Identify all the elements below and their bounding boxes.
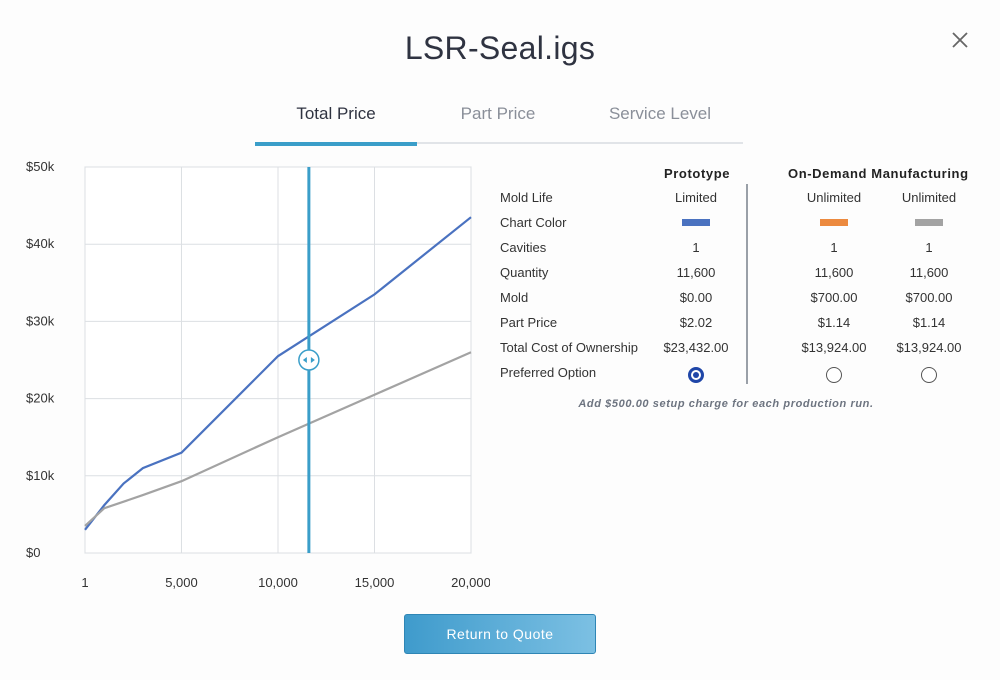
chevron-left-icon bbox=[302, 357, 307, 363]
table-cell: $13,924.00 bbox=[896, 340, 962, 355]
return-to-quote-button[interactable]: Return to Quote bbox=[404, 614, 596, 654]
table-cell: 11,600 bbox=[909, 265, 949, 280]
chart-color-swatch bbox=[820, 219, 848, 226]
y-tick-label: $50k bbox=[26, 159, 55, 174]
table-cell: 11,600 bbox=[814, 265, 854, 280]
y-tick-label: $30k bbox=[26, 313, 55, 328]
table-cell: $1.14 bbox=[912, 315, 946, 330]
tab-total-price[interactable]: Total Price bbox=[255, 94, 417, 146]
row-label: Part Price bbox=[500, 315, 558, 330]
preferred-option-radio[interactable] bbox=[921, 367, 937, 383]
chevron-right-icon bbox=[310, 357, 315, 363]
dialog-title: LSR-Seal.igs bbox=[404, 30, 596, 66]
row-label: Cavities bbox=[500, 240, 547, 255]
x-tick-label: 1 bbox=[81, 575, 88, 590]
table-cell: Unlimited bbox=[806, 190, 862, 205]
tab-part-price[interactable]: Part Price bbox=[460, 104, 536, 123]
setup-charge-note: Add $500.00 setup charge for each produc… bbox=[578, 398, 874, 410]
table-cell: Unlimited bbox=[901, 190, 957, 205]
table-cell: 1 bbox=[692, 240, 700, 255]
chart-color-swatch bbox=[915, 219, 943, 226]
row-label: Preferred Option bbox=[500, 365, 597, 380]
series-line bbox=[84, 216, 472, 531]
x-tick-label: 15,000 bbox=[355, 575, 395, 590]
y-tick-label: $40k bbox=[26, 236, 55, 251]
table-cell: 1 bbox=[925, 240, 933, 255]
preferred-option-radio[interactable] bbox=[688, 367, 704, 383]
table-cell: 11,600 bbox=[676, 265, 716, 280]
table-cell: Limited bbox=[675, 190, 717, 205]
table-cell: $1.14 bbox=[817, 315, 851, 330]
y-tick-label: $10k bbox=[26, 468, 55, 483]
price-comparison-table: Prototype On-Demand Manufacturing Mold L… bbox=[496, 160, 996, 420]
y-tick-label: $0 bbox=[26, 545, 40, 560]
column-divider bbox=[746, 184, 748, 384]
series-line bbox=[84, 351, 472, 527]
table-cell: $2.02 bbox=[679, 315, 713, 330]
row-label: Mold bbox=[500, 290, 529, 305]
table-cell: $13,924.00 bbox=[801, 340, 867, 355]
x-tick-label: 10,000 bbox=[258, 575, 298, 590]
row-label: Mold Life bbox=[500, 190, 553, 205]
tab-service-level[interactable]: Service Level bbox=[608, 104, 712, 123]
x-tick-label: 20,000 bbox=[451, 575, 490, 590]
marker-drag-handle[interactable] bbox=[298, 349, 320, 371]
table-cell: 1 bbox=[830, 240, 838, 255]
chart-color-swatch bbox=[682, 219, 710, 226]
table-cell: $700.00 bbox=[905, 290, 953, 305]
preferred-option-radio[interactable] bbox=[826, 367, 842, 383]
x-tick-label: 5,000 bbox=[165, 575, 198, 590]
close-icon[interactable] bbox=[950, 30, 970, 50]
header-prototype: Prototype bbox=[664, 166, 731, 181]
tab-bar: Total Price Part Price Service Level bbox=[255, 94, 743, 146]
header-on-demand: On-Demand Manufacturing bbox=[788, 166, 969, 181]
y-tick-label: $20k bbox=[26, 391, 55, 406]
row-label: Total Cost of Ownership bbox=[500, 340, 639, 355]
table-cell: $0.00 bbox=[679, 290, 713, 305]
table-cell: $700.00 bbox=[810, 290, 858, 305]
table-cell: $23,432.00 bbox=[663, 340, 729, 355]
row-label: Chart Color bbox=[500, 215, 567, 230]
row-label: Quantity bbox=[500, 265, 549, 280]
